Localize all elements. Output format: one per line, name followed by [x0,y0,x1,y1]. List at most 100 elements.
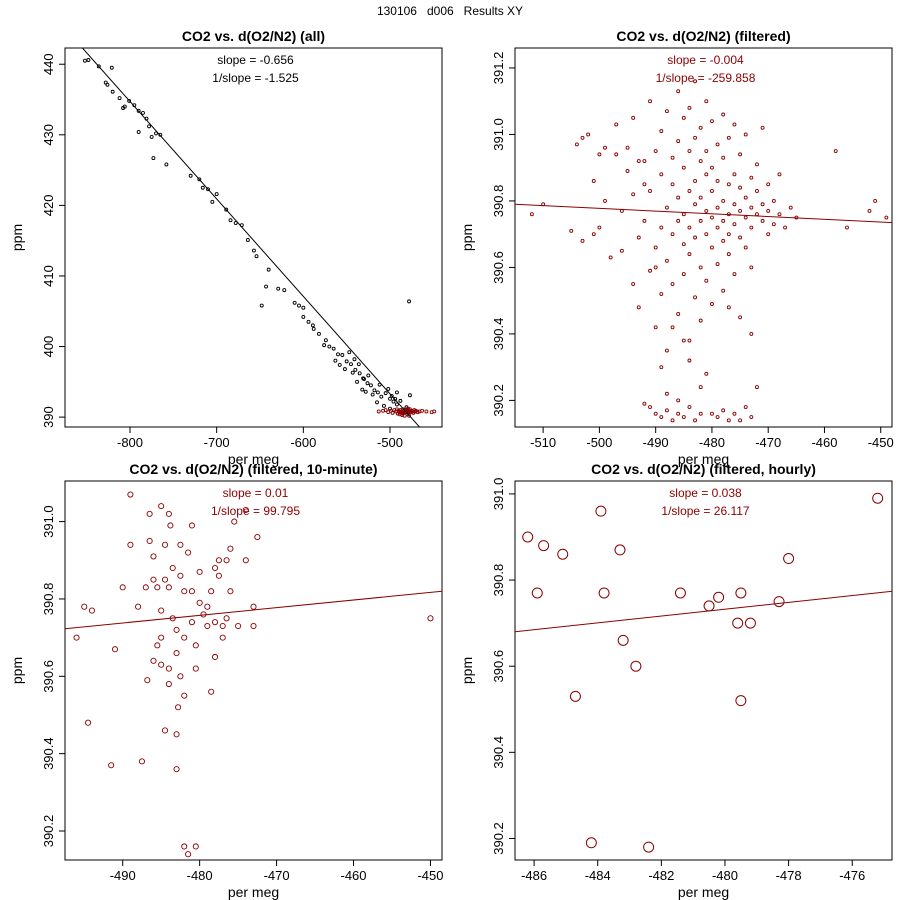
data-point [726,232,731,237]
data-point [188,588,195,595]
data-point [664,408,669,413]
data-point [254,534,261,541]
data-point [177,673,184,680]
x-tick-label: -700 [204,435,230,450]
data-point [150,553,157,560]
plot-frame [514,480,893,861]
data-point [721,408,726,413]
data-point [614,544,626,556]
data-point [648,268,652,273]
y-tick-label: 391.2 [491,52,506,85]
data-point [175,704,182,711]
data-point [110,89,115,94]
x-tick-label: -470 [264,868,290,883]
data-point [715,262,720,267]
data-point [185,549,192,556]
chart-panel-filtered: CO2 vs. d(O2/N2) (filtered) -510 -500 -490 -… [459,28,894,467]
data-point [389,393,394,398]
data-point [749,331,754,336]
data-point [738,235,743,240]
y-tick-label: 391.0 [41,505,56,538]
data-point [715,415,720,419]
data-point [379,394,384,399]
x-tick-label: -490 [643,435,669,450]
data-point [165,584,172,591]
data-point [659,292,664,296]
data-point [165,665,172,672]
data-point [142,584,149,591]
data-point [355,379,360,384]
data-point [642,182,647,187]
data-point [375,390,380,395]
data-point [282,288,287,293]
data-point [361,376,366,381]
data-point [381,403,386,408]
slope-annotation: 1/slope = 26.117 [661,504,750,518]
data-point [664,109,669,114]
data-point [659,172,664,177]
y-tick-label: 390.8 [491,564,506,597]
data-point [383,391,388,396]
data-point [585,837,597,849]
data-point [749,175,754,180]
data-point [219,634,226,641]
data-point [642,159,647,163]
x-tick-label: -800 [117,435,143,450]
data-point [703,600,715,612]
data-point [698,265,703,270]
data-point [664,391,669,396]
data-point [743,132,748,137]
data-point [109,65,114,70]
data-point [297,303,301,308]
data-point [630,660,642,672]
data-point [721,238,726,243]
data-point [169,564,176,572]
data-point [721,155,726,160]
x-axis-label: per meg [678,884,729,900]
data-point [625,145,630,150]
data-point [619,248,624,253]
y-axis-label: ppm [9,224,25,251]
data-point [664,205,669,210]
data-point [122,104,127,109]
data-point [235,622,242,630]
y-tick-label: 390.2 [491,384,506,417]
x-tick-label: -460 [811,435,837,450]
data-point [557,548,569,560]
data-point [196,568,203,575]
data-point [245,238,250,242]
data-point [777,172,782,177]
data-point [676,218,681,223]
data-point [119,584,126,591]
plot-area [65,491,442,858]
data-point [766,232,771,237]
data-point [698,195,703,200]
data-point [721,198,726,203]
data-point [648,189,652,193]
data-point [771,198,776,203]
data-point [735,695,747,707]
data-point [755,212,759,217]
data-point [676,195,681,200]
x-tick-label: -450 [868,435,894,450]
data-point [233,221,238,225]
data-point [676,398,681,403]
data-point [227,588,234,595]
data-point [631,115,636,120]
data-point [709,411,714,416]
data-point [251,248,256,253]
data-point [574,142,579,147]
data-point [424,409,429,414]
data-point [427,615,434,622]
data-point [250,603,257,610]
y-tick-label: 391.0 [491,478,506,511]
x-tick-label: -500 [586,435,612,450]
x-tick-label: -480 [712,868,738,883]
data-point [693,235,698,240]
data-point [73,634,80,641]
data-point [721,288,726,293]
data-point [681,272,686,277]
data-point [687,405,692,410]
data-point [96,64,101,69]
data-point [732,222,737,227]
